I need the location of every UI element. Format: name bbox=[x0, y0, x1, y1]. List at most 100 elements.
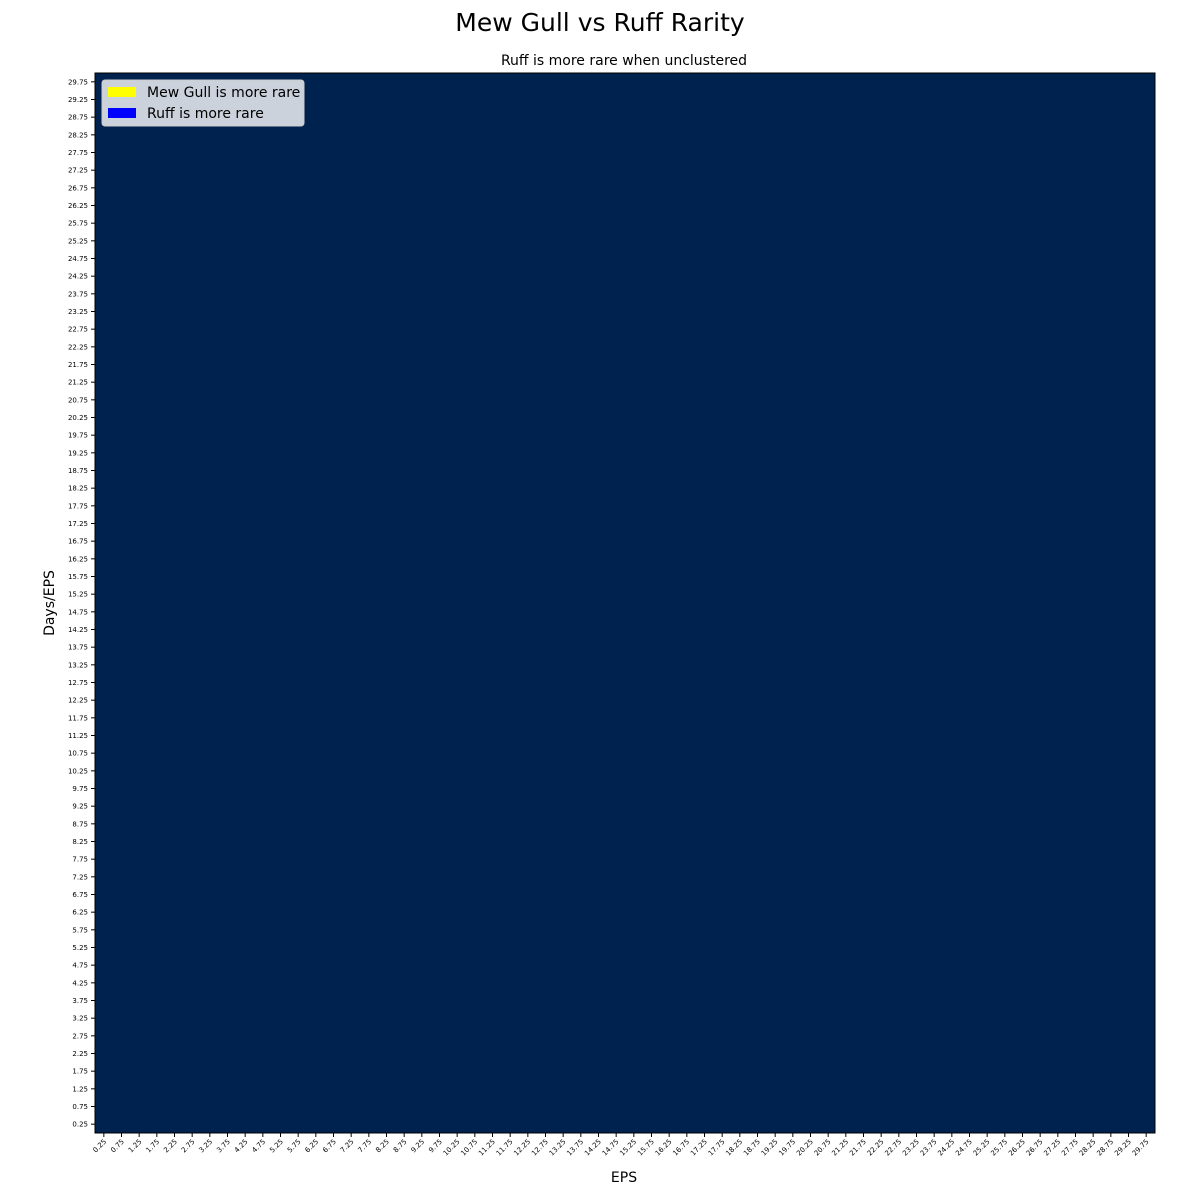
y-tick-label: 27.25 bbox=[68, 167, 88, 175]
y-tick-label: 19.75 bbox=[68, 432, 88, 440]
x-tick-label: 26.25 bbox=[1007, 1138, 1027, 1158]
y-tick-label: 5.25 bbox=[72, 944, 88, 952]
y-tick-label: 17.75 bbox=[68, 502, 88, 510]
y-axis-ticks: 0.25 0.75 1.25 1.75 2.25 2.75 3.25 3.75 4.25 4.75… bbox=[68, 78, 95, 1129]
y-tick-label: 26.75 bbox=[68, 184, 88, 192]
y-tick-label: 5.75 bbox=[72, 926, 88, 934]
x-tick-label: 5.25 bbox=[268, 1138, 285, 1155]
x-tick-label: 10.75 bbox=[459, 1138, 479, 1158]
x-tick-label: 26.75 bbox=[1025, 1138, 1045, 1158]
y-tick-label: 15.75 bbox=[68, 573, 88, 581]
x-tick-label: 1.25 bbox=[127, 1138, 144, 1155]
y-tick-label: 12.25 bbox=[68, 697, 88, 705]
x-tick-label: 11.25 bbox=[477, 1138, 497, 1158]
chart-subtitle: Ruff is more rare when unclustered bbox=[501, 53, 747, 69]
y-tick-label: 2.25 bbox=[72, 1050, 88, 1058]
x-tick-label: 7.75 bbox=[357, 1138, 374, 1155]
x-tick-label: 29.25 bbox=[1113, 1138, 1133, 1158]
x-tick-label: 21.25 bbox=[830, 1138, 850, 1158]
x-tick-label: 0.25 bbox=[92, 1138, 109, 1155]
y-tick-label: 26.25 bbox=[68, 202, 88, 210]
x-tick-label: 13.75 bbox=[565, 1138, 585, 1158]
y-tick-label: 7.75 bbox=[72, 856, 88, 864]
y-tick-label: 29.25 bbox=[68, 96, 88, 104]
y-tick-label: 1.75 bbox=[72, 1068, 88, 1076]
x-tick-label: 0.75 bbox=[109, 1138, 126, 1155]
x-tick-label: 16.75 bbox=[671, 1138, 691, 1158]
x-tick-label: 22.25 bbox=[866, 1138, 886, 1158]
x-axis-ticks: 0.25 0.75 1.25 1.75 2.25 2.75 3.25 3.75 4.25 4.75… bbox=[92, 1133, 1151, 1158]
x-tick-label: 24.75 bbox=[954, 1138, 974, 1158]
y-tick-label: 25.75 bbox=[68, 220, 88, 228]
x-tick-label: 7.25 bbox=[339, 1138, 356, 1155]
y-tick-label: 2.75 bbox=[72, 1032, 88, 1040]
x-tick-label: 16.25 bbox=[654, 1138, 674, 1158]
y-tick-label: 8.25 bbox=[72, 838, 88, 846]
x-tick-label: 28.25 bbox=[1078, 1138, 1098, 1158]
y-tick-label: 13.75 bbox=[68, 644, 88, 652]
y-tick-label: 10.25 bbox=[68, 767, 88, 775]
x-tick-label: 8.25 bbox=[374, 1138, 391, 1155]
x-tick-label: 19.25 bbox=[760, 1138, 780, 1158]
x-tick-label: 1.75 bbox=[145, 1138, 162, 1155]
x-tick-label: 29.75 bbox=[1131, 1138, 1151, 1158]
y-tick-label: 21.75 bbox=[68, 361, 88, 369]
x-tick-label: 25.75 bbox=[989, 1138, 1009, 1158]
y-tick-label: 3.25 bbox=[72, 1015, 88, 1023]
y-axis-label: Days/EPS bbox=[42, 570, 58, 636]
y-tick-label: 20.75 bbox=[68, 396, 88, 404]
y-tick-label: 9.75 bbox=[72, 785, 88, 793]
y-tick-label: 13.25 bbox=[68, 661, 88, 669]
y-tick-label: 16.75 bbox=[68, 538, 88, 546]
x-tick-label: 14.75 bbox=[601, 1138, 621, 1158]
heatmap-area bbox=[95, 73, 1155, 1133]
y-tick-label: 14.25 bbox=[68, 626, 88, 634]
y-tick-label: 7.25 bbox=[72, 873, 88, 881]
x-tick-label: 4.25 bbox=[233, 1138, 250, 1155]
y-tick-label: 22.25 bbox=[68, 343, 88, 351]
y-tick-label: 14.75 bbox=[68, 608, 88, 616]
legend: Mew Gull is more rare Ruff is more rare bbox=[101, 79, 305, 127]
x-tick-label: 2.75 bbox=[180, 1138, 197, 1155]
legend-swatch-mew-gull bbox=[108, 87, 136, 97]
y-tick-label: 12.75 bbox=[68, 679, 88, 687]
x-tick-label: 15.25 bbox=[618, 1138, 638, 1158]
y-tick-label: 9.25 bbox=[72, 803, 88, 811]
y-tick-label: 6.25 bbox=[72, 909, 88, 917]
x-tick-label: 6.25 bbox=[304, 1138, 321, 1155]
legend-label-ruff: Ruff is more rare bbox=[147, 106, 264, 122]
legend-label-mew-gull: Mew Gull is more rare bbox=[147, 85, 300, 101]
y-tick-label: 21.25 bbox=[68, 379, 88, 387]
x-tick-label: 24.25 bbox=[936, 1138, 956, 1158]
y-tick-label: 0.25 bbox=[72, 1121, 88, 1129]
x-tick-label: 12.25 bbox=[512, 1138, 532, 1158]
x-tick-label: 20.25 bbox=[795, 1138, 815, 1158]
x-tick-label: 5.75 bbox=[286, 1138, 303, 1155]
y-tick-label: 18.25 bbox=[68, 485, 88, 493]
y-tick-label: 28.25 bbox=[68, 131, 88, 139]
y-tick-label: 18.75 bbox=[68, 467, 88, 475]
y-tick-label: 27.75 bbox=[68, 149, 88, 157]
x-axis-label: EPS bbox=[611, 1170, 637, 1186]
y-tick-label: 17.25 bbox=[68, 520, 88, 528]
x-tick-label: 28.75 bbox=[1095, 1138, 1115, 1158]
y-tick-label: 15.25 bbox=[68, 591, 88, 599]
x-tick-label: 18.75 bbox=[742, 1138, 762, 1158]
y-tick-label: 0.75 bbox=[72, 1103, 88, 1111]
y-tick-label: 4.75 bbox=[72, 962, 88, 970]
y-tick-label: 24.75 bbox=[68, 255, 88, 263]
x-tick-label: 4.75 bbox=[251, 1138, 268, 1155]
x-tick-label: 3.25 bbox=[198, 1138, 215, 1155]
y-tick-label: 16.25 bbox=[68, 555, 88, 563]
legend-box bbox=[101, 79, 305, 127]
y-tick-label: 29.75 bbox=[68, 78, 88, 86]
y-tick-label: 25.25 bbox=[68, 237, 88, 245]
y-tick-label: 3.75 bbox=[72, 997, 88, 1005]
x-tick-label: 2.25 bbox=[162, 1138, 179, 1155]
legend-swatch-ruff bbox=[108, 108, 136, 118]
y-tick-label: 19.25 bbox=[68, 449, 88, 457]
x-tick-label: 19.75 bbox=[777, 1138, 797, 1158]
x-tick-label: 23.75 bbox=[919, 1138, 939, 1158]
chart-title: Mew Gull vs Ruff Rarity bbox=[455, 8, 745, 37]
x-tick-label: 14.25 bbox=[583, 1138, 603, 1158]
